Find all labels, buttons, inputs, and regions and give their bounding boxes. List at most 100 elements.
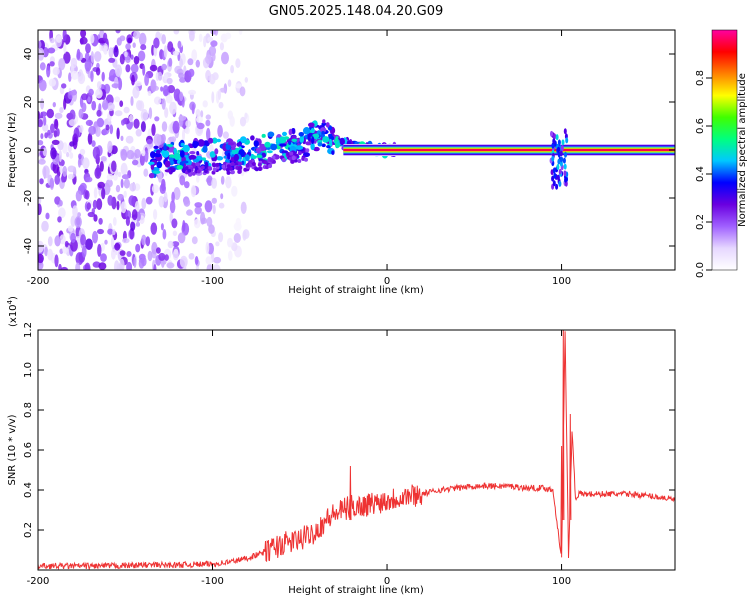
noise-blob bbox=[206, 127, 211, 141]
noise-blob bbox=[189, 30, 195, 42]
track-blob bbox=[203, 169, 208, 174]
noise-blob bbox=[67, 165, 76, 173]
noise-blob bbox=[125, 55, 131, 64]
noise-blob bbox=[62, 245, 68, 254]
noise-blob bbox=[238, 30, 243, 35]
noise-blob bbox=[47, 236, 53, 247]
noise-blob bbox=[198, 33, 203, 43]
noise-blob bbox=[154, 116, 160, 122]
noise-blob bbox=[96, 117, 105, 128]
noise-blob bbox=[100, 253, 107, 262]
track-blob bbox=[153, 145, 159, 150]
noise-blob bbox=[78, 108, 84, 119]
track-blob bbox=[230, 170, 235, 175]
track-blob bbox=[233, 153, 239, 162]
noise-blob bbox=[140, 44, 147, 51]
noise-blob bbox=[93, 214, 98, 222]
noise-blob bbox=[161, 98, 166, 110]
noise-blob bbox=[132, 86, 140, 99]
noise-blob bbox=[187, 58, 194, 66]
track-blob bbox=[289, 151, 294, 156]
noise-blob bbox=[220, 193, 224, 200]
noise-blob bbox=[184, 181, 190, 189]
noise-blob bbox=[78, 69, 84, 82]
colorbar-label: Normalized spectral amplitude bbox=[737, 73, 748, 227]
noise-blob bbox=[222, 131, 229, 139]
noise-blob bbox=[49, 37, 55, 44]
noise-blob bbox=[233, 233, 241, 243]
track-blob bbox=[215, 162, 220, 167]
track-blob bbox=[267, 150, 273, 154]
noise-blob bbox=[58, 150, 63, 162]
track-blob bbox=[184, 166, 189, 171]
track-blob bbox=[328, 133, 333, 137]
track-blob bbox=[256, 147, 262, 154]
noise-blob bbox=[41, 220, 49, 232]
noise-blob bbox=[44, 132, 49, 139]
track-blob bbox=[238, 161, 243, 166]
track-blob bbox=[322, 136, 330, 143]
noise-blob bbox=[117, 193, 124, 201]
track-blob bbox=[240, 136, 247, 144]
noise-blob bbox=[163, 45, 168, 58]
noise-blob bbox=[44, 246, 48, 257]
noise-blob bbox=[52, 67, 60, 76]
track-blob bbox=[297, 159, 302, 163]
track-blob bbox=[196, 169, 201, 174]
spike-blob bbox=[562, 157, 566, 164]
noise-blob bbox=[101, 187, 106, 200]
noise-blob bbox=[45, 212, 50, 220]
track-blob bbox=[279, 143, 287, 147]
track-blob bbox=[188, 172, 193, 177]
noise-blob bbox=[75, 252, 84, 266]
noise-blob bbox=[224, 32, 232, 40]
noise-blob bbox=[240, 201, 247, 214]
snr-panel: -200 -100 0 100 0.2 0.4 0.6 0.8 1.0 1.2 Height o… bbox=[6, 296, 676, 596]
noise-blob bbox=[172, 230, 178, 237]
noise-blob bbox=[205, 241, 210, 254]
spike-blob bbox=[552, 180, 556, 187]
track-blob bbox=[308, 122, 315, 128]
noise-blob bbox=[84, 262, 91, 270]
noise-blob bbox=[132, 159, 139, 166]
track-blob bbox=[211, 170, 216, 175]
noise-blob bbox=[233, 222, 242, 231]
track-blob bbox=[197, 139, 205, 147]
noise-blob bbox=[95, 126, 101, 137]
noise-blob bbox=[140, 109, 149, 122]
noise-blob bbox=[169, 200, 176, 214]
track-blob bbox=[216, 156, 224, 161]
noise-blob bbox=[111, 160, 117, 173]
noise-blob bbox=[82, 157, 90, 169]
noise-blob bbox=[170, 136, 177, 143]
noise-blob bbox=[42, 147, 47, 157]
track-blob bbox=[256, 154, 263, 158]
noise-blob bbox=[191, 103, 195, 115]
noise-blob bbox=[133, 256, 137, 268]
noise-blob bbox=[40, 98, 45, 110]
noise-blob bbox=[67, 225, 74, 232]
noise-blob bbox=[96, 81, 102, 90]
track-blob bbox=[290, 159, 295, 164]
noise-blob bbox=[43, 116, 47, 126]
noise-blob bbox=[54, 174, 60, 185]
noise-blob bbox=[163, 72, 168, 80]
spectrogram-y-label: Frequency (Hz) bbox=[7, 112, 18, 188]
track-blob bbox=[236, 142, 241, 147]
noise-blob bbox=[58, 200, 63, 207]
track-blob bbox=[204, 161, 209, 169]
noise-blob bbox=[166, 77, 173, 85]
noise-blob bbox=[55, 35, 62, 43]
noise-blob bbox=[145, 236, 151, 247]
noise-blob bbox=[108, 57, 116, 63]
noise-blob bbox=[54, 235, 61, 247]
noise-blob bbox=[77, 158, 82, 168]
track-blob bbox=[270, 143, 278, 151]
noise-blob bbox=[87, 132, 93, 145]
noise-blob bbox=[90, 70, 94, 83]
y-tick-label: 1.2 bbox=[23, 322, 34, 338]
snr-y-multiplier-close: ) bbox=[8, 296, 19, 300]
track-blob bbox=[164, 169, 172, 173]
spectrogram-marks bbox=[38, 30, 675, 270]
